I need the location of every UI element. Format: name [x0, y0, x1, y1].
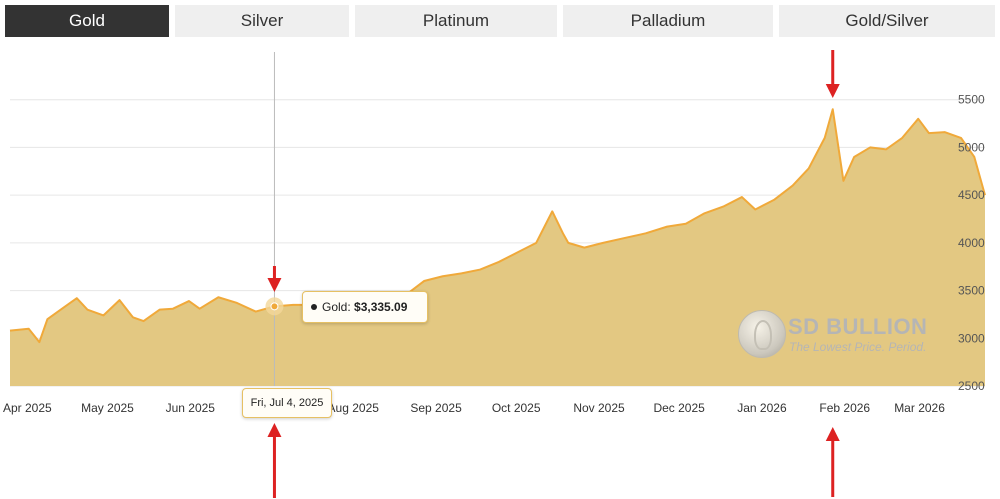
date-label-arrow-icon [267, 423, 282, 498]
tooltip-point-arrow-icon [267, 266, 282, 292]
date-tooltip: Fri, Jul 4, 2025 [242, 388, 332, 418]
price-area [10, 109, 985, 386]
metal-tabs: Gold Silver Platinum Palladium Gold/Silv… [0, 0, 1000, 40]
x-tick-label: Jun 2025 [166, 401, 216, 415]
x-tick-label: Dec 2025 [653, 401, 705, 415]
y-tick-label: 5000 [958, 140, 985, 154]
tab-silver[interactable]: Silver [175, 5, 349, 37]
value-tooltip: Gold: $3,335.09 [302, 291, 428, 323]
y-tick-label: 4000 [958, 236, 985, 250]
watermark-slogan: The Lowest Price. Period. [789, 340, 927, 354]
x-tick-label: Nov 2025 [573, 401, 625, 415]
x-tick-label: Jan 2026 [737, 401, 787, 415]
annotation-layer [265, 50, 840, 498]
x-tick-label: Apr 2025 [3, 401, 52, 415]
peak-arrow-icon [825, 50, 840, 98]
peak-date-arrow-icon [825, 427, 840, 497]
sd-bullion-watermark: SD BULLION The Lowest Price. Period. [738, 310, 938, 360]
tooltip-value: $3,335.09 [354, 300, 408, 314]
y-tick-label: 3500 [958, 284, 985, 298]
tab-gold-silver[interactable]: Gold/Silver [779, 5, 995, 37]
x-tick-label: Sep 2025 [410, 401, 462, 415]
x-tick-label: Mar 2026 [894, 401, 945, 415]
watermark-brand: SD BULLION [788, 314, 928, 339]
coin-logo-icon [738, 310, 786, 358]
y-axis-ticks: 2500 3000 3500 4000 4500 5000 5500 [958, 93, 985, 393]
x-tick-label: May 2025 [81, 401, 134, 415]
x-tick-label: Aug 2025 [328, 401, 380, 415]
tab-platinum[interactable]: Platinum [355, 5, 557, 37]
y-tick-label: 2500 [958, 379, 985, 393]
y-tick-label: 4500 [958, 188, 985, 202]
x-tick-label: Feb 2026 [819, 401, 870, 415]
hover-point [270, 302, 279, 311]
tab-gold[interactable]: Gold [5, 5, 169, 37]
x-axis-ticks: Apr 2025 May 2025 Jun 2025 Aug 2025 Sep 2025… [3, 401, 945, 415]
price-line [9, 108, 986, 344]
gold-price-chart[interactable]: 2500 3000 3500 4000 4500 5000 5500 Apr 2025 May… [0, 40, 1000, 499]
series-dot-icon [311, 304, 317, 311]
area-layer [9, 108, 986, 386]
tab-palladium[interactable]: Palladium [563, 5, 773, 37]
x-tick-label: Oct 2025 [492, 401, 541, 415]
y-tick-label: 5500 [958, 93, 985, 107]
tooltip-series-label: Gold: [322, 300, 355, 314]
y-tick-label: 3000 [958, 331, 985, 345]
